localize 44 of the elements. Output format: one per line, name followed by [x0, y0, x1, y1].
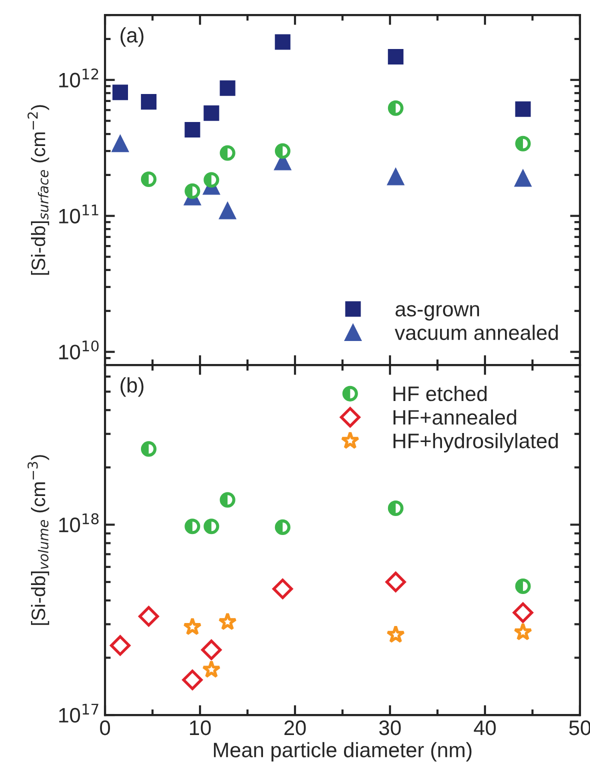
y-tick-label: 10$^{12}$	[59, 68, 98, 88]
point	[274, 34, 290, 50]
y-axis-title: [Si-db]$_{volume}$ (cm$^{−3}$)	[28, 455, 50, 625]
point	[388, 48, 404, 65]
point	[514, 622, 532, 640]
legend-label: HF+hydrosilylated	[394, 433, 558, 452]
point	[386, 625, 406, 643]
y-tick-label: 10$^{18}$	[59, 513, 99, 532]
y-axis-title: [Si-db]$_{surface}$ (cm$^{−2}$)	[28, 105, 50, 275]
point	[182, 670, 203, 690]
point	[110, 635, 130, 656]
point	[201, 640, 222, 660]
point	[218, 612, 237, 630]
point	[220, 80, 236, 96]
x-axis-title: Mean particle diameter (nm)	[214, 742, 472, 762]
x-tick-label: 40	[474, 720, 496, 736]
y-tick-label: 10$^{10}$	[59, 340, 99, 360]
point	[512, 602, 534, 623]
point	[515, 101, 531, 117]
x-tick-label: 30	[379, 720, 401, 736]
point	[219, 202, 236, 220]
point	[138, 606, 159, 627]
point	[112, 84, 128, 100]
legend-label: as-grown	[396, 305, 480, 321]
x-tick-label: 20	[284, 720, 306, 736]
annotation: (b)	[120, 377, 144, 397]
x-tick-label: 10	[190, 720, 211, 736]
point	[202, 660, 221, 678]
point	[387, 168, 404, 186]
annotation: (a)	[120, 27, 144, 47]
point	[112, 135, 129, 152]
legend-label: HF etched	[394, 386, 487, 402]
legend-label: vacuum annealed	[394, 324, 558, 340]
point	[140, 94, 156, 110]
point	[204, 105, 220, 121]
point	[385, 572, 406, 592]
y-tick-label: 10$^{11}$	[59, 204, 98, 224]
point	[272, 578, 293, 600]
legend-label: HF+annealed	[394, 409, 516, 425]
point	[184, 122, 200, 138]
point	[183, 617, 202, 636]
y-tick-label: 10$^{17}$	[59, 704, 98, 723]
x-tick-label: 0	[100, 720, 110, 736]
point	[514, 170, 532, 187]
